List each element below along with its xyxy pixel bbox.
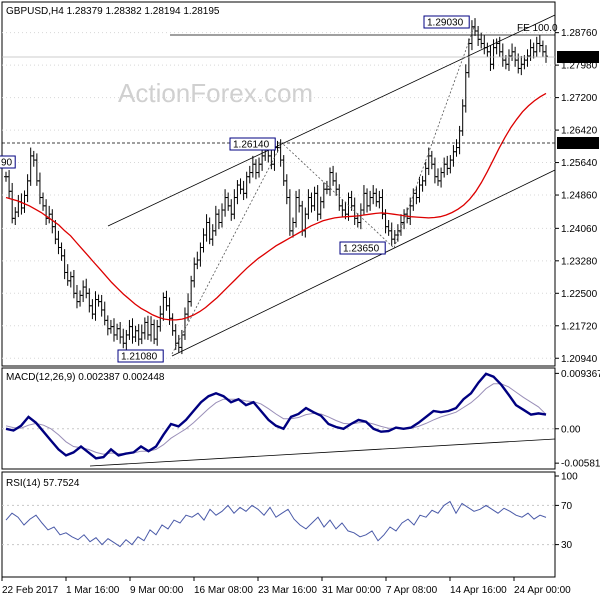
- low-price-label-box: [117, 349, 164, 363]
- price-y-tick-label: 1.20940: [561, 354, 598, 365]
- upper-channel-line: [107, 14, 556, 227]
- x-tick-label: 7 Apr 08:00: [386, 585, 438, 596]
- rsi-title: RSI(14) 57.7524: [6, 478, 80, 489]
- chart-header: GBPUSD,H4 1.28379 1.28382 1.28194 1.2819…: [6, 6, 220, 17]
- current-price-label: 1.28195: [559, 53, 596, 64]
- price-y-tick-label: 1.27200: [561, 93, 598, 104]
- price-y-tick-label: 1.24860: [561, 191, 598, 202]
- current-price-box: [557, 51, 599, 63]
- swing-low-price-label: 1.23650: [343, 244, 380, 255]
- price-bars: [4, 18, 548, 355]
- high-price-label: 1.29030: [427, 18, 464, 29]
- resistance-price-label: 1.26140: [233, 140, 270, 151]
- price-y-tick-label: 1.26420: [561, 126, 598, 137]
- rsi-line: [5, 500, 547, 548]
- x-tick-label: 31 Mar 00:00: [322, 585, 381, 596]
- rsi-panel-frame: [1, 471, 556, 578]
- level-price-box: [557, 137, 599, 149]
- macd-title: MACD(12,26,9) 0.002387 0.002448: [6, 372, 165, 383]
- macd-trendline: [89, 438, 556, 467]
- low-price-label: 1.21080: [121, 352, 158, 363]
- price-y-tick-label: 1.22500: [561, 289, 598, 300]
- x-tick-label: 14 Apr 16:00: [450, 585, 507, 596]
- rsi-y-tick-label: 70: [561, 501, 573, 512]
- macd-line: [5, 372, 547, 460]
- fibo-label: FE 100.0: [517, 23, 558, 34]
- rsi-y-tick-label: 30: [561, 540, 573, 551]
- price-y-tick-label: 1.21720: [561, 321, 598, 332]
- price-y-tick-label: 1.27980: [561, 61, 598, 72]
- price-y-tick-label: 1.23280: [561, 256, 598, 267]
- high-price-label-box: [423, 15, 470, 29]
- price-y-tick-label: 1.24060: [561, 224, 598, 235]
- rsi-y-tick-label: 100: [561, 472, 578, 483]
- macd-panel-frame: [1, 367, 556, 470]
- macd-y-tick-label: 0.00: [561, 424, 581, 435]
- x-tick-label: 24 Apr 00:00: [514, 585, 571, 596]
- resistance-price-label-box: [229, 137, 276, 151]
- lower-channel-line: [171, 169, 556, 357]
- price-y-tick-label: 1.25640: [561, 158, 598, 169]
- level-price-label: 1.26140: [559, 139, 596, 150]
- macd-y-tick-label: 0.009367: [561, 369, 600, 380]
- x-tick-label: 16 Mar 08:00: [194, 585, 253, 596]
- x-tick-label: 9 Mar 00:00: [130, 585, 184, 596]
- price-panel-frame: [1, 1, 556, 367]
- moving-average-line: [5, 92, 547, 321]
- x-tick-label: 1 Mar 16:00: [66, 585, 120, 596]
- edge-price-label-box: [0, 155, 16, 169]
- macd-y-tick-label: -0.005819: [561, 459, 600, 470]
- x-tick-label: 22 Feb 2017: [2, 585, 59, 596]
- price-y-tick-label: 1.28760: [561, 28, 598, 39]
- x-tick-label: 23 Mar 16:00: [258, 585, 317, 596]
- swing-low-price-label-box: [339, 241, 386, 255]
- edge-price-label: 90: [1, 158, 13, 169]
- macd-signal-line: [5, 383, 547, 455]
- watermark: ActionForex.com: [118, 78, 313, 108]
